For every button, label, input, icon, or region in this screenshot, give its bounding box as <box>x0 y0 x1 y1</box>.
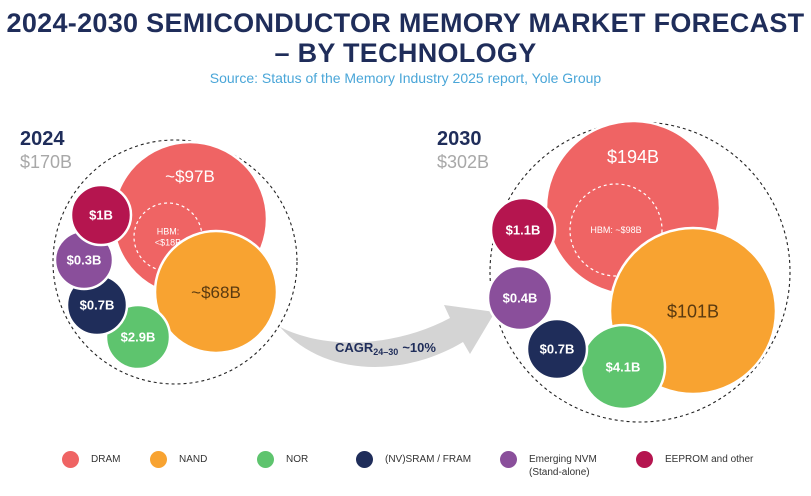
bubble-label-nvsram-2030: $0.7B <box>540 342 575 357</box>
legend-label: EEPROM and other <box>665 454 754 465</box>
legend-label: DRAM <box>91 454 121 465</box>
year-2030-label: 2030 <box>437 128 482 150</box>
legend-swatch <box>500 451 517 468</box>
legend-label: (NV)SRAM / FRAM <box>385 454 472 465</box>
legend-item-emergingnvm: Emerging NVM (Stand-alone) <box>500 451 621 479</box>
bubble-nvsram-2030 <box>525 317 589 381</box>
legend-label: NOR <box>286 454 309 465</box>
legend-swatch <box>62 451 79 468</box>
bubble-label-nand-2030: $101B <box>667 301 719 321</box>
bubble-label-emergingnvm-2030: $0.4B <box>503 291 538 306</box>
bubble-label-eeprom-2030: $1.1B <box>506 223 541 238</box>
outer-ring-2030 <box>489 121 791 423</box>
legend-label: NAND <box>179 454 208 465</box>
legend-label: Emerging NVM (Stand-alone) <box>529 454 597 478</box>
bubble-label-emergingnvm-2024: $0.3B <box>67 253 102 268</box>
hbm-label-2024: <$18B <box>155 238 181 248</box>
bubble-label-eeprom-2024: $1B <box>89 208 113 223</box>
hbm-label-2030: HBM: ~$98B <box>590 225 641 235</box>
total-2030-value: $302B <box>437 152 490 172</box>
bubble-nand-2024 <box>153 229 279 355</box>
chart-title-line-2: – BY TECHNOLOGY <box>274 38 537 68</box>
bubble-label-dram-2030: $194B <box>607 147 659 167</box>
bubble-chart: CAGR24–30 ~10% ~$97B HBM:<$18B ~$68B $2.9B $0.… <box>52 119 791 423</box>
hbm-label-2024: HBM: <box>157 227 180 237</box>
bubble-eeprom-2030 <box>489 196 557 264</box>
legend-item-eeprom: EEPROM and other <box>636 451 753 468</box>
chart-subtitle: Source: Status of the Memory Industry 20… <box>209 70 602 86</box>
hbm-ring-2030 <box>569 183 663 277</box>
cagr-label: CAGR24–30 ~10% <box>335 340 436 357</box>
outer-ring-2024 <box>52 139 298 385</box>
legend-item-nor: NOR <box>257 451 308 468</box>
chart-title-line-1: 2024-2030 SEMICONDUCTOR MEMORY MARKET FO… <box>6 8 805 38</box>
legend-swatch <box>257 451 274 468</box>
legend-item-nand: NAND <box>150 451 207 468</box>
bubble-label-dram-2024: ~$97B <box>165 167 215 186</box>
year-2024-label: 2024 <box>20 128 65 150</box>
total-2024-value: $170B <box>20 152 73 172</box>
legend-swatch <box>636 451 653 468</box>
bubble-label-nvsram-2024: $0.7B <box>80 298 115 313</box>
legend-swatch <box>150 451 167 468</box>
chart-legend: DRAM NAND NOR (NV)SRAM / FRAM Emerging NVM (… <box>0 448 811 488</box>
legend-item-dram: DRAM <box>62 451 120 468</box>
bubble-label-nand-2024: ~$68B <box>191 283 241 302</box>
bubble-eeprom-2024 <box>69 183 133 247</box>
legend-item-nvsram: (NV)SRAM / FRAM <box>356 451 471 468</box>
cagr-arrow <box>280 305 495 367</box>
bubble-emergingnvm-2030 <box>486 264 554 332</box>
legend-swatch <box>356 451 373 468</box>
bubble-label-nor-2024: $2.9B <box>121 330 156 345</box>
bubble-label-nor-2030: $4.1B <box>606 360 641 375</box>
